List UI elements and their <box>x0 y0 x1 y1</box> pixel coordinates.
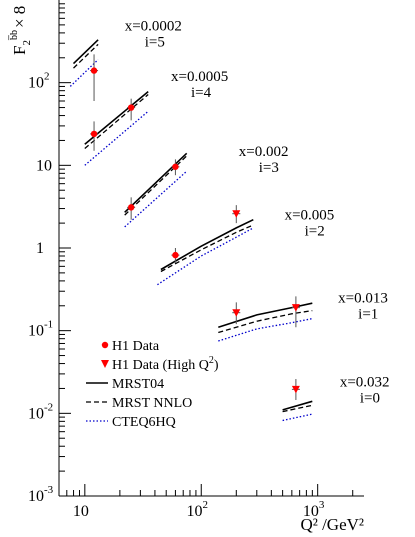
y-tick-label: 10 <box>36 157 52 174</box>
data-point-circle <box>90 130 98 138</box>
y-axis-label-main: F <box>10 46 29 55</box>
y-tick-label: 10-2 <box>28 401 53 422</box>
bin-x-label: x=0.032 <box>340 375 390 391</box>
data-point-circle <box>172 163 179 170</box>
curve-dashed <box>282 404 313 413</box>
data-point-circle <box>90 67 98 74</box>
y-tick-label: 102 <box>28 71 50 92</box>
legend-marker-triangle <box>101 360 109 368</box>
curve-solid <box>72 39 99 65</box>
axes-frame: 10 102 103 10-3 10-2 10-1 1 10 102 <box>28 0 364 520</box>
x-tick-label: 103 <box>303 499 325 520</box>
bin-x-label: x=0.002 <box>239 144 289 160</box>
curve-solid <box>218 302 313 328</box>
y-axis-label-sub: 2 <box>21 40 33 46</box>
y-axis-label-sup: b̅b <box>8 30 20 41</box>
y-tick-label: 1 <box>36 240 44 257</box>
curve-solid <box>124 152 188 213</box>
x-tick-label: 102 <box>186 499 208 520</box>
data-point-triangle <box>232 210 241 218</box>
y-axis-label: F2b̅b × 8 <box>8 6 33 55</box>
bin-i-label: i=5 <box>145 34 165 50</box>
curve-dashed <box>84 94 149 149</box>
curve-dotted <box>69 59 99 87</box>
theory-curves <box>69 39 313 422</box>
legend-label: H1 Data (High Q2) <box>112 355 219 373</box>
bin-x-label: x=0.005 <box>285 208 335 224</box>
curve-solid <box>282 400 313 411</box>
data-point-circle <box>127 204 135 211</box>
curve-dashed <box>124 155 188 216</box>
curve-dotted <box>157 227 254 286</box>
legend-marker-circle <box>101 341 109 349</box>
data-point-triangle <box>232 309 241 317</box>
bin-x-label: x=0.0005 <box>171 69 228 85</box>
data-point-triangle <box>291 385 300 394</box>
x-tick-label: 10 <box>73 503 89 520</box>
curve-dashed <box>73 43 99 69</box>
data-point-triangle <box>291 304 300 312</box>
legend-label: MRST NNLO <box>112 396 192 411</box>
bin-i-label: i=4 <box>191 85 212 101</box>
bin-i-label: i=2 <box>305 224 325 240</box>
bin-i-label: i=3 <box>259 160 279 176</box>
bin-i-label: i=0 <box>360 391 380 407</box>
bin-x-label: x=0.013 <box>338 290 388 306</box>
curve-dashed <box>218 309 313 334</box>
y-tick-label: 10-1 <box>28 319 53 340</box>
data-point-circle <box>127 104 135 111</box>
curve-solid <box>160 218 254 271</box>
y-axis-label-tail: × 8 <box>10 6 29 28</box>
data-points <box>90 54 300 400</box>
bin-i-label: i=1 <box>358 306 378 322</box>
curve-dashed <box>160 224 254 273</box>
data-point-circle <box>172 251 179 259</box>
bin-x-label: x=0.0002 <box>125 18 182 34</box>
legend-label: CTEQ6HQ <box>112 415 176 430</box>
curve-dotted <box>282 413 313 422</box>
bin-labels: x=0.0002i=5x=0.0005i=4x=0.002i=3x=0.005i… <box>125 18 390 406</box>
y-tick-label: 10-3 <box>28 484 54 505</box>
curve-dotted <box>124 170 188 228</box>
x-axis-label: Q² /GeV² <box>300 515 364 534</box>
legend-label: H1 Data <box>112 339 160 354</box>
legend-label: MRST04 <box>112 377 164 392</box>
